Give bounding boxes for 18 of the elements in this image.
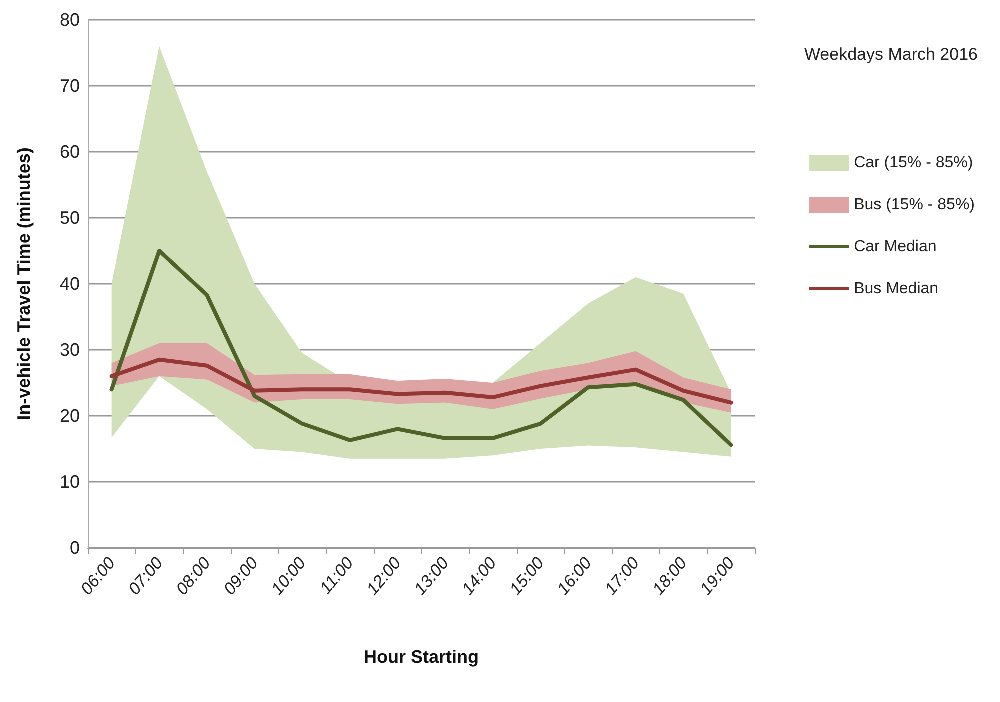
y-tick-label: 50 xyxy=(60,208,80,228)
line-series xyxy=(110,358,734,405)
legend-label: Car Median xyxy=(854,238,937,256)
y-tick-label: 0 xyxy=(70,538,80,558)
y-tick-label: 40 xyxy=(60,274,80,294)
y-axis-title: In-vehicle Travel Time (minutes) xyxy=(14,148,34,420)
legend-label: Car (15% - 85%) xyxy=(854,154,974,172)
x-axis-title: Hour Starting xyxy=(364,647,479,667)
y-tick-label: 60 xyxy=(60,142,80,162)
y-tick-label: 20 xyxy=(60,406,80,426)
legend-label: Bus (15% - 85%) xyxy=(854,196,975,214)
y-tick-label: 80 xyxy=(60,10,80,30)
y-tick-label: 30 xyxy=(60,340,80,360)
legend-label: Bus Median xyxy=(854,280,939,298)
line-series xyxy=(110,249,734,448)
legend-title: Weekdays March 2016 xyxy=(804,45,978,64)
y-tick-label: 70 xyxy=(60,76,80,96)
y-tick-label: 10 xyxy=(60,472,80,492)
